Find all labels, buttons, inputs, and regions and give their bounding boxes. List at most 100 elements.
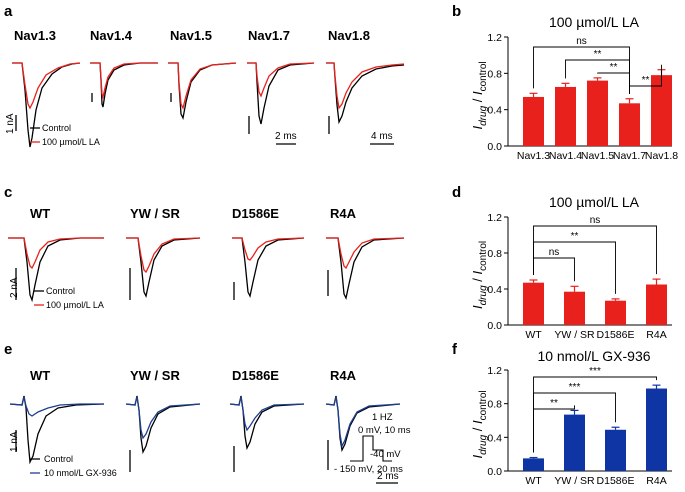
b-bar-3 bbox=[619, 103, 640, 146]
trace-e-ywsr-gx bbox=[125, 396, 201, 440]
d-bar-1 bbox=[564, 291, 585, 325]
d-ytick-label: 0.0 bbox=[487, 320, 502, 332]
trace-nav17-la bbox=[247, 62, 315, 98]
d-category-label-0: WT bbox=[525, 329, 542, 341]
b-y-label: Idrug / Icontrol bbox=[470, 61, 489, 129]
panel-letter-d: d bbox=[452, 184, 461, 201]
trace-nav18-control bbox=[326, 62, 405, 125]
trace-e-r4a-gx bbox=[325, 396, 401, 449]
f-y-label-main2: I bbox=[470, 420, 485, 424]
b-sig-label-1: ** bbox=[594, 49, 602, 60]
d-chart-title: 100 µmol/L LA bbox=[549, 194, 640, 210]
legend-c-la-label: 100 µmol/L LA bbox=[46, 300, 104, 310]
trace-c-r4a-la bbox=[326, 237, 405, 270]
channel-label-nav14: Nav1.4 bbox=[90, 28, 133, 43]
trace-c-wt-la bbox=[8, 237, 104, 270]
trace-c-d1586e-control bbox=[232, 237, 305, 298]
f-y-label-sep: / bbox=[470, 424, 485, 435]
b-ytick-label: 0.4 bbox=[487, 105, 502, 117]
f-y-label-main: I bbox=[470, 455, 485, 459]
b-y-label-sep: / bbox=[470, 95, 485, 106]
d-sig-label-0: ns bbox=[590, 215, 601, 226]
panel-c: c WT YW / SR D1586E R4A 2 nA Control 100… bbox=[4, 184, 405, 310]
d-category-label-2: D1586E bbox=[597, 329, 635, 341]
f-bar-0 bbox=[523, 458, 544, 471]
channel-label-nav15: Nav1.5 bbox=[170, 28, 212, 43]
f-ytick-label: 0.0 bbox=[487, 466, 502, 478]
d-y-label-sub1: drug bbox=[478, 285, 489, 305]
d-sig-bracket-2 bbox=[533, 257, 575, 282]
protocol-step-150mv: - 150 mV, 20 ms bbox=[334, 464, 403, 475]
f-y-label-sub1: drug bbox=[478, 434, 489, 454]
channel-label-e-r4a: R4A bbox=[330, 368, 357, 383]
b-y-label-main: I bbox=[470, 126, 485, 130]
protocol-step-40mv: -40 mV bbox=[370, 449, 401, 460]
protocol-waveform bbox=[350, 435, 392, 462]
trace-nav15-la bbox=[168, 62, 237, 110]
d-y-label-main: I bbox=[470, 305, 485, 309]
panel-letter-e: e bbox=[4, 341, 12, 358]
d-category-label-1: YW / SR bbox=[554, 329, 595, 341]
b-ytick-label: 1.2 bbox=[487, 32, 502, 44]
d-bar-2 bbox=[605, 300, 626, 325]
legend-c-control-label: Control bbox=[46, 286, 75, 296]
channel-label-nav17: Nav1.7 bbox=[248, 28, 290, 43]
channel-label-nav13: Nav1.3 bbox=[14, 28, 56, 43]
f-sig-label-1: *** bbox=[569, 382, 581, 393]
protocol-freq: 1 HZ bbox=[372, 412, 393, 423]
b-category-label-3: Nav1.7 bbox=[613, 150, 646, 162]
f-bar-2 bbox=[605, 429, 626, 471]
f-ytick-label: 0.4 bbox=[487, 432, 502, 444]
b-category-label-1: Nav1.4 bbox=[549, 150, 582, 162]
legend-e-gx-label: 10 nmol/L GX-936 bbox=[44, 468, 117, 478]
scale-label-a-current: 1 nA bbox=[5, 113, 16, 134]
f-chart-title: 10 nmol/L GX-936 bbox=[537, 348, 650, 364]
d-ytick-label: 0.8 bbox=[487, 248, 502, 260]
d-ytick-label: 1.2 bbox=[487, 212, 502, 224]
f-ytick-label: 0.8 bbox=[487, 399, 502, 411]
f-sig-label-0: *** bbox=[589, 366, 601, 377]
channel-label-d1586e: D1586E bbox=[232, 206, 279, 221]
b-sig-bracket-2 bbox=[597, 72, 630, 94]
b-sig-bracket-3 bbox=[629, 64, 662, 94]
b-sig-label-2: ** bbox=[610, 62, 618, 73]
scale-label-a-time2: 4 ms bbox=[371, 131, 393, 142]
d-y-label: Idrug / Icontrol bbox=[470, 241, 489, 309]
channel-label-r4a: R4A bbox=[330, 206, 357, 221]
scale-label-e-time: 2 ms bbox=[377, 471, 399, 482]
trace-nav13-la bbox=[12, 62, 81, 110]
d-bar-3 bbox=[646, 284, 667, 325]
panel-f-chart: f 10 nmol/L GX-936 0.0 0.4 0.8 1.2 Idrug / Ic… bbox=[452, 341, 672, 487]
trace-c-d1586e-la bbox=[232, 237, 305, 261]
trace-e-d1586e-gx bbox=[229, 396, 305, 432]
b-bar-4 bbox=[651, 75, 672, 146]
panel-d-chart: d 100 µmol/L LA 0.0 0.4 0.8 1.2 Idrug / Icont… bbox=[452, 184, 672, 341]
b-ytick-label: 0.8 bbox=[487, 68, 502, 80]
f-category-label-2: D1586E bbox=[597, 475, 635, 487]
f-y-label: Idrug / Icontrol bbox=[470, 390, 489, 458]
d-sig-label-1: ** bbox=[571, 231, 579, 242]
f-ytick-label: 1.2 bbox=[487, 365, 502, 377]
panel-b-chart: b 100 µmol/L LA 0.0 0.4 0.8 1.2 Idrug / Icont… bbox=[452, 3, 678, 162]
channel-label-e-ywsr: YW / SR bbox=[130, 368, 180, 383]
b-category-label-0: Nav1.3 bbox=[517, 150, 550, 162]
d-ytick-label: 0.4 bbox=[487, 284, 502, 296]
channel-label-nav18: Nav1.8 bbox=[328, 28, 370, 43]
protocol-step-0mv: 0 mV, 10 ms bbox=[358, 425, 411, 436]
f-category-label-0: WT bbox=[525, 475, 542, 487]
voltage-protocol: 1 HZ 0 mV, 10 ms -40 mV - 150 mV, 20 ms bbox=[334, 412, 411, 475]
d-y-label-sep: / bbox=[470, 275, 485, 286]
b-y-label-sub2: control bbox=[478, 61, 489, 91]
legend-e-control-label: Control bbox=[44, 454, 73, 464]
d-bar-0 bbox=[523, 282, 544, 325]
d-sig-label-2: ns bbox=[549, 247, 560, 258]
b-ytick-label: 0.0 bbox=[487, 141, 502, 153]
scale-label-e-current: 1 nA bbox=[9, 431, 20, 452]
d-y-label-sub2: control bbox=[478, 241, 489, 271]
trace-c-wt-control bbox=[8, 237, 104, 303]
b-bar-1 bbox=[555, 86, 576, 146]
b-category-label-4: Nav1.8 bbox=[645, 150, 678, 162]
panel-letter-b: b bbox=[452, 3, 461, 20]
legend-a-la-label: 100 µmol/L LA bbox=[42, 137, 100, 147]
